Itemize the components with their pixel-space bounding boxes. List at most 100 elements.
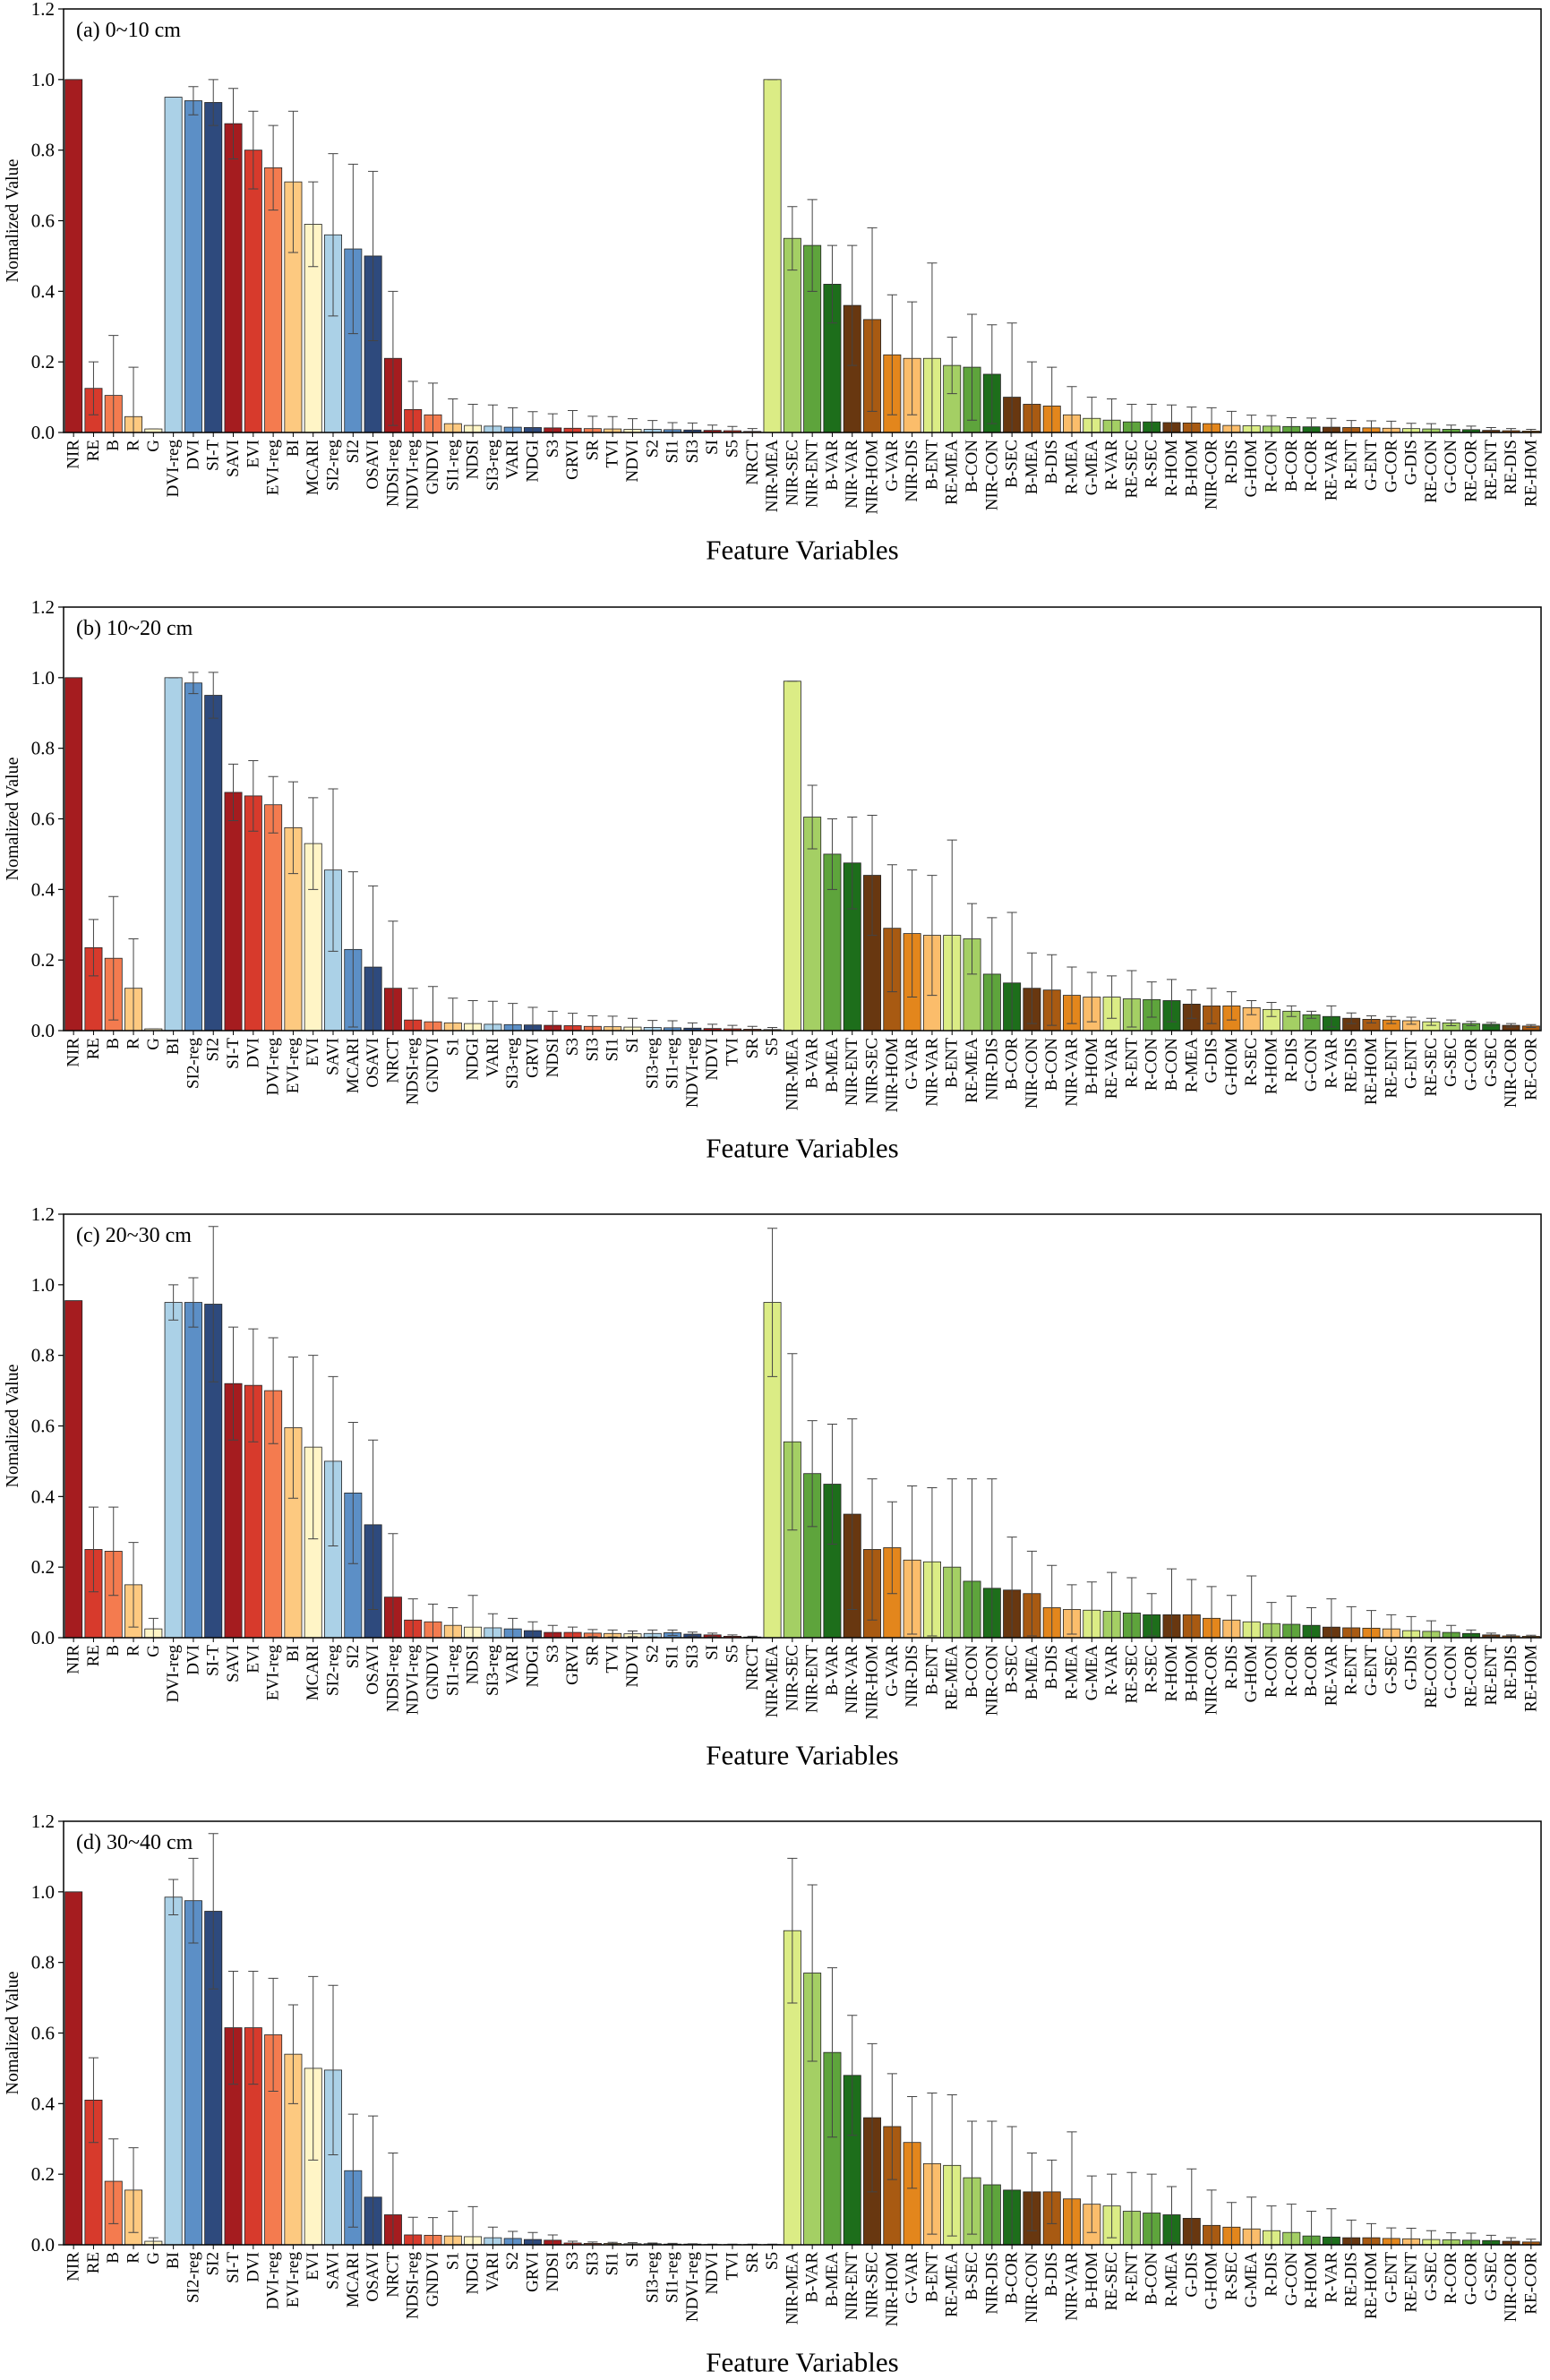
error-bar bbox=[907, 301, 918, 415]
error-bar bbox=[687, 1631, 698, 1637]
bar bbox=[64, 79, 83, 433]
error-bar bbox=[1326, 1005, 1337, 1028]
x-tick-label: RE-ENT bbox=[1382, 1038, 1400, 1099]
x-tick-label: SI2 bbox=[204, 2252, 223, 2275]
x-tick-label: EVI bbox=[244, 1645, 262, 1674]
error-bar bbox=[287, 110, 298, 253]
x-tick-label: RE-DIS bbox=[1342, 2252, 1361, 2307]
error-bar bbox=[927, 875, 938, 997]
x-tick-label: NIR-SEC bbox=[863, 1038, 882, 1104]
error-bar bbox=[88, 361, 99, 415]
x-tick-label: NIR-DIS bbox=[903, 1645, 921, 1708]
y-tick-label: 0.0 bbox=[31, 422, 55, 443]
x-tick-label: SI3 bbox=[583, 2252, 602, 2275]
x-tick-label: NIR-SEC bbox=[783, 1645, 801, 1711]
x-tick-label: R bbox=[124, 440, 143, 451]
bar bbox=[184, 100, 202, 433]
x-tick-label: R-MEA bbox=[1182, 1038, 1201, 1093]
error-bar bbox=[1266, 1001, 1277, 1017]
x-tick-label: NIR-HOM bbox=[863, 1645, 882, 1719]
x-tick-label: S2 bbox=[643, 440, 662, 458]
x-tick-label: B-HOM bbox=[1083, 2252, 1101, 2308]
x-tick-label: G-COR bbox=[1382, 440, 1400, 492]
axes-frame bbox=[63, 606, 1542, 1032]
y-axis-label: Nomalized Value bbox=[3, 158, 22, 282]
error-bar bbox=[108, 1506, 119, 1597]
x-tick-label: G-SEC bbox=[1442, 1038, 1460, 1087]
x-tick-label: GRVI bbox=[523, 1038, 542, 1078]
x-tick-label: SI2-reg bbox=[324, 1645, 343, 1696]
error-bar bbox=[88, 2057, 99, 2144]
bar bbox=[164, 1896, 183, 2246]
error-bar bbox=[907, 869, 918, 998]
x-tick-label: VARI bbox=[484, 2252, 502, 2291]
x-tick-label: NIR-CON bbox=[982, 1645, 1001, 1716]
x-tick-label: S3 bbox=[563, 2252, 582, 2270]
x-tick-label: RE-ENT bbox=[1482, 1645, 1501, 1706]
x-tick-label: S2 bbox=[503, 2252, 522, 2270]
x-tick-label: R-CON bbox=[1262, 1645, 1280, 1698]
x-tick-label: SI3-reg bbox=[643, 1038, 662, 1089]
error-bar bbox=[1366, 1014, 1377, 1023]
x-tick-label: B-DIS bbox=[1042, 1645, 1061, 1690]
x-tick-label: NDSI bbox=[544, 2252, 562, 2291]
x-tick-label: R-VAR bbox=[1322, 1038, 1340, 1089]
x-tick-label: RE-HOM bbox=[1521, 1645, 1540, 1712]
error-bar bbox=[268, 775, 278, 834]
x-tick-label: NIR-HOM bbox=[863, 440, 882, 514]
error-bar bbox=[1505, 1634, 1517, 1638]
panel-title: (d) 30~40 cm bbox=[76, 1831, 193, 1854]
error-bar bbox=[1466, 1021, 1477, 1026]
x-tick-label: NIR-VAR bbox=[922, 1038, 941, 1107]
x-tick-label: EVI-reg bbox=[284, 2252, 303, 2308]
x-tick-label: S5 bbox=[723, 1645, 741, 1663]
error-bar bbox=[886, 1501, 897, 1595]
x-tick-label: RE-SEC bbox=[1122, 440, 1141, 498]
x-tick-label: S3 bbox=[563, 1038, 582, 1056]
error-bar bbox=[587, 1629, 598, 1638]
x-tick-label: DVI-reg bbox=[164, 440, 183, 498]
x-tick-label: NRCT bbox=[743, 1645, 762, 1691]
x-tick-label: S5 bbox=[763, 2252, 782, 2270]
y-tick-label: 1.0 bbox=[31, 69, 55, 90]
x-tick-label: RE-HOM bbox=[1362, 2252, 1381, 2319]
x-tick-label: RE-MEA bbox=[963, 1038, 981, 1103]
bar bbox=[224, 792, 243, 1032]
bar bbox=[763, 79, 782, 433]
x-tick-label: RE-MEA bbox=[943, 1645, 962, 1710]
x-tick-label: SAVI bbox=[324, 2252, 343, 2290]
x-tick-label: RE-MEA bbox=[943, 2252, 962, 2317]
x-tick-label: B-SEC bbox=[1003, 440, 1022, 488]
x-tick-label: R-DIS bbox=[1282, 1038, 1301, 1083]
x-tick-label: RE bbox=[84, 2252, 103, 2273]
x-tick-label: B-CON bbox=[1162, 1038, 1181, 1091]
y-tick-label: 1.2 bbox=[31, 1203, 55, 1225]
x-tick-label: R-ENT bbox=[1342, 1645, 1361, 1695]
x-tick-label: RE-SEC bbox=[1102, 2252, 1121, 2310]
bar bbox=[224, 123, 243, 433]
x-tick-label: RE-DIS bbox=[1502, 440, 1520, 494]
error-bar bbox=[1206, 988, 1217, 1024]
x-tick-label: SI1-reg bbox=[664, 2252, 682, 2303]
x-tick-label: G-VAR bbox=[903, 2252, 921, 2304]
error-bar bbox=[208, 1833, 218, 1990]
error-bar bbox=[368, 1439, 379, 1610]
x-tick-label: G-VAR bbox=[883, 440, 902, 492]
x-tick-label: SI bbox=[623, 1038, 642, 1053]
error-bar bbox=[1486, 1022, 1496, 1027]
bar bbox=[184, 1900, 202, 2246]
x-tick-label: R-COR bbox=[1442, 2252, 1460, 2304]
error-bar bbox=[1166, 979, 1177, 1023]
x-tick-label: SI1-reg bbox=[443, 1645, 462, 1696]
y-tick-label: 1.0 bbox=[31, 667, 55, 689]
x-tick-label: B-SEC bbox=[1003, 1645, 1022, 1693]
y-tick-label: 0.2 bbox=[31, 2163, 55, 2185]
x-tick-label: R bbox=[124, 2252, 143, 2264]
x-tick-label: SR bbox=[583, 440, 602, 461]
y-tick-label: 0.4 bbox=[31, 2093, 56, 2114]
y-tick-label: 0.8 bbox=[31, 140, 55, 161]
x-tick-label: NRCT bbox=[743, 440, 762, 485]
error-bar bbox=[1107, 975, 1118, 1019]
x-tick-label: RE-VAR bbox=[1102, 1038, 1121, 1100]
